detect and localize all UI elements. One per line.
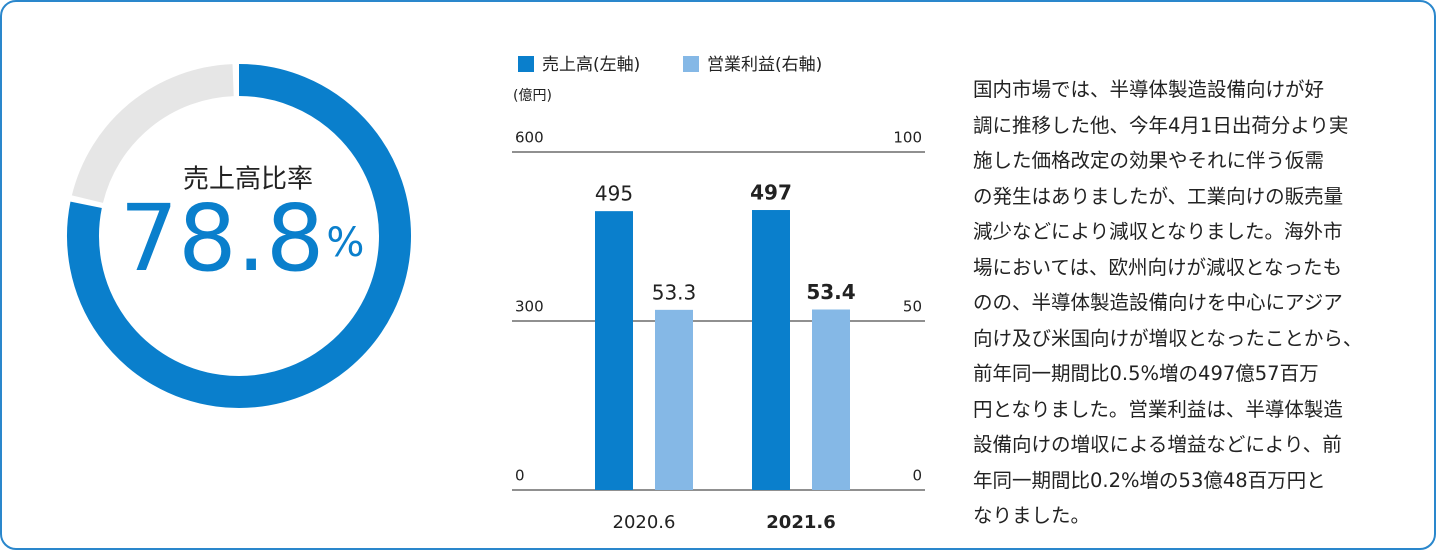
legend-swatch <box>683 56 699 72</box>
value-label: 495 <box>595 182 633 206</box>
y2-tick-label: 100 <box>893 129 922 147</box>
value-label: 78.8 <box>120 185 325 292</box>
value-label: 497 <box>750 181 792 205</box>
text-line: の発生はありましたが、工業向けの販売量 <box>973 179 1362 215</box>
text-line: 円となりました。営業利益は、半導体製造 <box>973 392 1362 428</box>
text-line: 調に推移した他、今年4月1日出荷分より実 <box>973 108 1362 144</box>
y-tick-label: 300 <box>515 298 544 316</box>
text-line: のの、半導体製造設備向けを中心にアジア <box>973 285 1362 321</box>
bar <box>752 210 790 490</box>
text-line: 国内市場では、半導体製造設備向けが好 <box>973 72 1362 108</box>
donut-value: 78.8% <box>120 185 365 292</box>
y-tick-label: 600 <box>515 129 544 147</box>
value-label: 53.3 <box>652 280 697 304</box>
legend-swatch <box>518 56 534 72</box>
y2-tick-label: 50 <box>903 298 922 316</box>
legend-label: 売上高(左軸) <box>542 55 640 75</box>
text-line: 向け及び米国向けが増収となったことから、 <box>973 321 1362 357</box>
y2-tick-label: 0 <box>912 467 922 485</box>
text-line: 減少などにより減収となりました。海外市 <box>973 214 1362 250</box>
text-line: なりました。 <box>973 498 1362 534</box>
y-unit: (億円) <box>513 88 552 104</box>
legend-label: 営業利益(右軸) <box>707 55 822 75</box>
bar <box>812 310 850 490</box>
x-tick-label: 2020.6 <box>613 512 676 533</box>
bar <box>595 211 633 490</box>
description: 国内市場では、半導体製造設備向けが好調に推移した他、今年4月1日出荷分より実施し… <box>973 72 1362 534</box>
text-line: 設備向けの増収による増益などにより、前 <box>973 427 1362 463</box>
text-line: 前年同一期間比0.5%増の497億57百万 <box>973 356 1362 392</box>
text-line: 場においては、欧州向けが減収となったも <box>973 250 1362 286</box>
text-line: 年同一期間比0.2%増の53億48百万円と <box>973 463 1362 499</box>
text-line: 施した価格改定の効果やそれに伴う仮需 <box>973 143 1362 179</box>
value-label: 53.4 <box>806 280 855 304</box>
y-tick-label: 0 <box>515 467 525 485</box>
unit: % <box>326 220 364 266</box>
bar <box>655 310 693 490</box>
x-tick-label: 2021.6 <box>766 512 835 533</box>
